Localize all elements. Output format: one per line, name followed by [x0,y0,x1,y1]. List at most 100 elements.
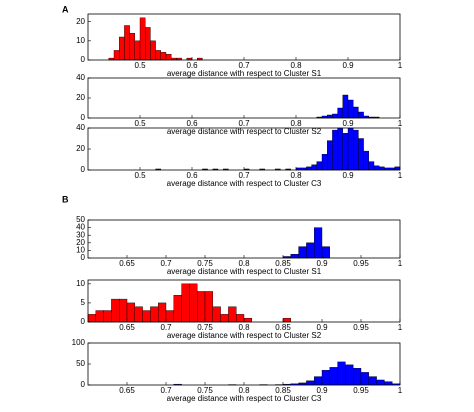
bar [347,99,354,119]
bar [126,302,136,323]
bar [327,140,333,171]
bar [228,306,237,323]
x-tick-label: 0.65 [119,323,135,332]
bar [384,381,393,386]
bar [87,314,97,323]
y-tick-label: 0 [81,317,86,326]
bar [124,25,130,61]
bar [332,113,338,119]
bar [157,302,167,323]
x-tick-label: 0.6 [186,119,198,128]
bar [243,317,253,323]
x-tick-label: 0.7 [160,386,172,395]
y-tick-label: 10 [76,36,85,45]
x-tick-label: 0.7 [160,259,172,268]
bar [353,106,359,119]
x-axis-label: average distance with respect to Cluster… [167,127,322,136]
x-tick-label: 0.9 [316,386,328,395]
bar [342,94,349,119]
bar [134,40,141,61]
y-tick-label: 0 [81,165,86,174]
bar [142,310,151,323]
bar [321,246,331,259]
x-tick-label: 0.8 [290,171,302,180]
y-tick-label: 0 [81,113,86,122]
axes-box [87,13,401,61]
bar [368,376,377,386]
bar [363,150,370,171]
y-tick-label: 40 [76,223,85,232]
x-tick-label: 0.6 [186,61,198,70]
x-tick-label: 0.75 [197,386,213,395]
bar [139,17,146,61]
x-tick-label: 0.7 [238,119,250,128]
bar [155,50,162,61]
bar [118,298,128,323]
x-tick-label: 1 [398,386,403,395]
bar [181,283,190,323]
x-axis-label: average distance with respect to Cluster… [167,179,322,188]
x-tick-label: 0.65 [119,259,135,268]
x-tick-label: 0.9 [342,119,354,128]
x-tick-label: 0.65 [119,386,135,395]
x-tick-label: 0.8 [290,61,302,70]
bar [337,107,344,119]
bar [314,376,323,386]
bar [337,361,346,386]
x-tick-label: 0.9 [342,61,354,70]
y-tick-label: 50 [76,215,85,224]
bar [165,54,172,61]
x-tick-label: 1 [398,119,403,128]
bar [298,246,307,259]
y-tick-label: 20 [76,93,85,102]
bar [358,138,364,171]
y-tick-label: 20 [76,238,85,247]
x-axis-label: average distance with respect to Cluster… [167,267,322,276]
bar [235,314,245,323]
y-tick-label: 10 [76,246,85,255]
panel-label: A [62,4,69,14]
x-tick-label: 0.6 [186,171,198,180]
bar [103,310,112,323]
bar [306,380,315,386]
x-tick-label: 0.9 [316,259,328,268]
bar [314,227,323,259]
y-tick-label: 0 [81,55,86,64]
bar [345,364,354,386]
x-tick-label: 0.7 [238,171,250,180]
bar [113,50,120,61]
bar [189,283,198,323]
x-axis-label: average distance with respect to Cluster… [167,69,322,78]
bar [353,129,359,171]
x-tick-label: 1 [398,61,403,70]
bar [129,32,136,61]
x-tick-label: 0.8 [238,323,250,332]
bar [321,154,328,171]
bar [290,253,299,259]
bar [311,164,318,171]
bar [144,27,151,61]
y-tick-label: 50 [76,359,85,368]
bar [379,166,385,171]
x-tick-label: 0.9 [342,171,354,180]
x-tick-label: 0.75 [197,323,213,332]
bar [360,372,370,386]
x-tick-label: 1 [398,259,403,268]
y-tick-label: 40 [76,73,85,82]
x-tick-label: 0.95 [353,323,369,332]
y-tick-label: 10 [76,279,85,288]
x-axis-label: average distance with respect to Cluster… [167,394,322,403]
x-tick-label: 0.8 [238,386,250,395]
x-tick-label: 0.85 [275,259,291,268]
y-tick-label: 5 [81,298,86,307]
bar [329,367,338,386]
bar [212,306,221,323]
y-tick-label: 20 [76,144,85,153]
x-tick-label: 0.5 [134,119,146,128]
y-tick-label: 20 [76,17,85,26]
bar [196,291,206,323]
x-tick-label: 0.95 [353,386,369,395]
x-tick-label: 0.85 [275,323,291,332]
bar [150,40,156,61]
axes-box [87,127,401,171]
